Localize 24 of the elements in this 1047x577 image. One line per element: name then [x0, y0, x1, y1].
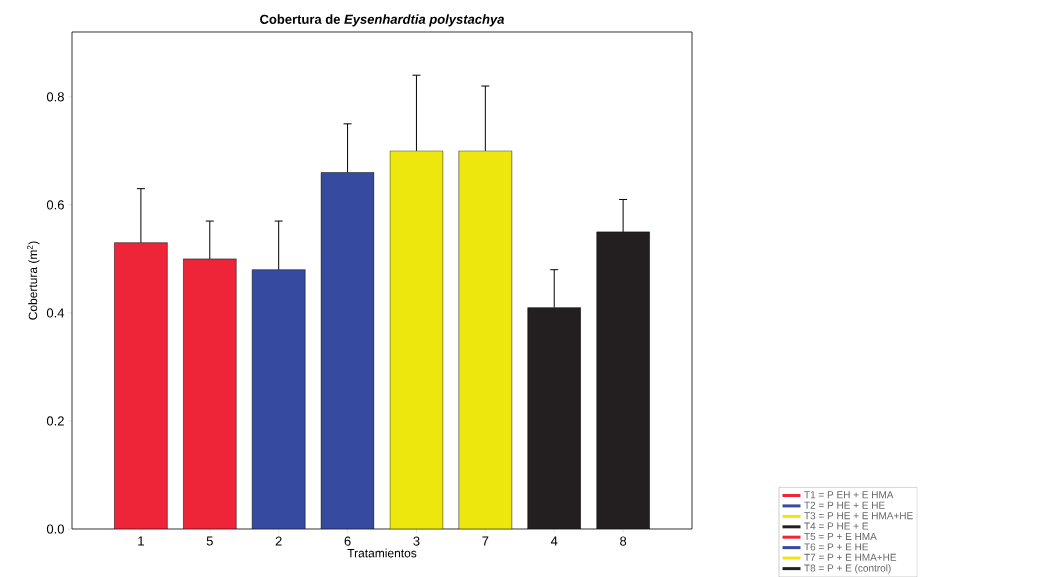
legend-label: T5 = P + E HMA: [804, 533, 877, 540]
x-tick-label: 7: [482, 536, 489, 546]
x-tick-label: 1: [138, 536, 144, 546]
legend-label: T1 = P EH + E HMA: [804, 491, 894, 499]
x-tick-label: 5: [206, 536, 213, 546]
x-axis-title: Tratamientos: [347, 548, 417, 558]
x-tick-label: 6: [344, 536, 351, 546]
legend-label: T8 = P + E (control): [804, 564, 891, 574]
y-axis-title: Cobertura (m$^{2}$): [27, 241, 40, 320]
x-tick-label: 3: [413, 536, 420, 546]
y-tick-label: 0.6: [46, 200, 64, 210]
legend-label: T2 = P HE + E HE: [804, 501, 885, 509]
y-tick-label: 0.2: [46, 416, 64, 426]
legend-label: T7 = P + E HMA+HE: [804, 553, 897, 561]
x-tick-label: 2: [275, 536, 282, 546]
x-tick-label: 4: [550, 536, 558, 546]
chart-title: Cobertura de Eysenhardtia polystachya: [260, 14, 505, 27]
legend-label: T3 = P HE + E HMA+HE: [804, 512, 913, 520]
y-tick-label: 0.8: [46, 92, 64, 102]
y-tick-label: 0.4: [46, 308, 65, 318]
x-tick-label: 8: [620, 536, 627, 546]
legend-label: T6 = P + E HE: [804, 543, 869, 551]
legend-label: T4 = P HE + E: [804, 522, 869, 530]
y-tick-label: 0.0: [46, 524, 64, 534]
